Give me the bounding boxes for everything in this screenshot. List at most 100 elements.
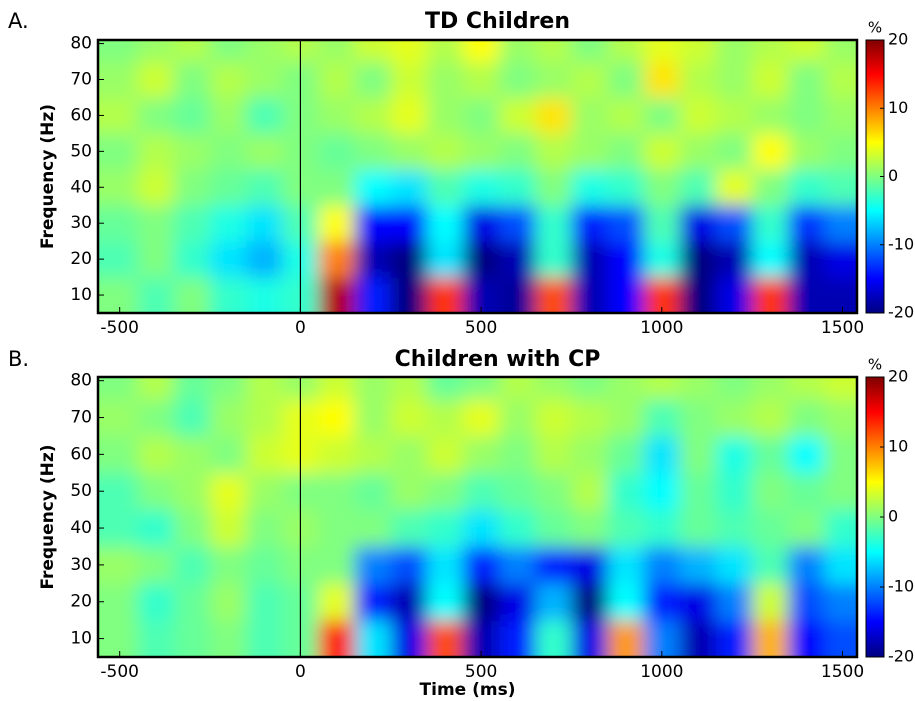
heatmap-cell <box>463 205 500 242</box>
heatmap-cell <box>607 399 645 437</box>
heatmap-cell <box>571 509 609 547</box>
heatmap-cell <box>246 377 283 400</box>
heatmap-cell <box>716 435 753 474</box>
heatmap-cell <box>98 583 139 621</box>
heatmap-cell <box>318 277 356 313</box>
heatmap-cell <box>137 399 175 437</box>
heatmap-cell <box>643 40 681 63</box>
heatmap-cell <box>679 277 717 313</box>
y-tick-label: 80 <box>70 371 92 391</box>
x-tick-label: -500 <box>100 662 139 682</box>
heatmap-cell <box>571 241 609 278</box>
heatmap-cell <box>752 509 789 547</box>
heatmap-cell <box>571 546 609 584</box>
heatmap-cell <box>824 133 857 170</box>
heatmap-cell <box>426 472 464 511</box>
heatmap-cell <box>788 133 825 170</box>
heatmap-cell <box>643 509 681 547</box>
heatmap-cell <box>318 509 356 547</box>
heatmap-cell <box>463 97 500 134</box>
x-tick-label: 1000 <box>640 318 683 338</box>
heatmap-cell <box>679 97 717 134</box>
heatmap-cell <box>535 277 572 313</box>
colorbar-tick-label: 10 <box>888 437 908 456</box>
heatmap-cell <box>246 620 283 657</box>
heatmap-cell <box>607 241 645 278</box>
heatmap-cell <box>98 435 139 474</box>
heatmap-cell <box>679 241 717 278</box>
heatmap-cell <box>607 435 645 474</box>
heatmap-cell <box>788 61 825 98</box>
heatmap-cell <box>173 583 211 621</box>
heatmap-cell <box>788 472 825 511</box>
heatmap-cell <box>643 472 681 511</box>
heatmap-cell <box>463 546 500 584</box>
heatmap-cell <box>499 472 536 511</box>
heatmap-cell <box>390 61 428 98</box>
heatmap-cell <box>607 509 645 547</box>
heatmap-cell <box>499 97 536 134</box>
heatmap-cell <box>643 435 681 474</box>
heatmap-cell <box>571 97 609 134</box>
heatmap-cell <box>535 205 572 242</box>
heatmap-cell <box>824 546 857 584</box>
heatmap-cell <box>98 241 139 278</box>
heatmap-cell <box>426 620 464 657</box>
heatmap-cell <box>354 40 392 63</box>
heatmap-cell <box>535 61 572 98</box>
heatmap-cell <box>752 61 789 98</box>
heatmap-cell <box>824 472 857 511</box>
heatmap-cell <box>426 97 464 134</box>
heatmap-cell <box>210 377 247 400</box>
heatmap-cell <box>607 472 645 511</box>
heatmap-cell <box>318 472 356 511</box>
x-tick-label: 1500 <box>821 318 864 338</box>
y-tick-label: 60 <box>70 444 92 464</box>
heatmap-cell <box>463 583 500 621</box>
heatmap-cell <box>210 546 247 584</box>
heatmap-cell <box>246 241 283 278</box>
y-tick-label: 70 <box>70 408 92 428</box>
heatmap-cell <box>607 40 645 63</box>
heatmap-cell <box>98 169 139 206</box>
heatmap-cell <box>788 546 825 584</box>
colorbar-tick-label: 0 <box>888 507 898 526</box>
x-axis-label: Time (ms) <box>420 680 516 700</box>
heatmap-cell <box>318 169 356 206</box>
heatmap-cell <box>426 205 464 242</box>
heatmap-cell <box>354 169 392 206</box>
colorbar-tick-label: 0 <box>888 166 898 185</box>
heatmap-cell <box>246 546 283 584</box>
heatmap-cell <box>98 472 139 511</box>
heatmap-cell <box>98 620 139 657</box>
heatmap-cell <box>137 435 175 474</box>
heatmap-cell <box>98 546 139 584</box>
heatmap-cell <box>463 277 500 313</box>
heatmap-cell <box>679 40 717 63</box>
heatmap-cell <box>173 377 211 400</box>
y-tick-label: 20 <box>70 592 92 612</box>
heatmap-cell <box>716 509 753 547</box>
y-tick-label: 80 <box>70 34 92 54</box>
heatmap-cell <box>318 377 356 400</box>
heatmap-cell <box>318 399 356 437</box>
heatmap-cells <box>98 40 857 313</box>
heatmap-cell <box>716 583 753 621</box>
heatmap-cell <box>137 97 175 134</box>
heatmap-cell <box>499 509 536 547</box>
heatmap-cell <box>390 509 428 547</box>
heatmap-cell <box>463 169 500 206</box>
heatmap-cell <box>137 377 175 400</box>
heatmap-cell <box>318 40 356 63</box>
y-axis-label: Frequency (Hz) <box>38 444 58 589</box>
heatmap-cell <box>499 277 536 313</box>
heatmap-cell <box>354 205 392 242</box>
heatmap-cell <box>535 97 572 134</box>
heatmap-cell <box>390 377 428 400</box>
heatmap-cell <box>716 169 753 206</box>
plot-area <box>98 377 857 657</box>
heatmap-cell <box>499 377 536 400</box>
heatmap-cell <box>752 472 789 511</box>
y-tick-label: 30 <box>70 555 92 575</box>
heatmap-cell <box>752 205 789 242</box>
